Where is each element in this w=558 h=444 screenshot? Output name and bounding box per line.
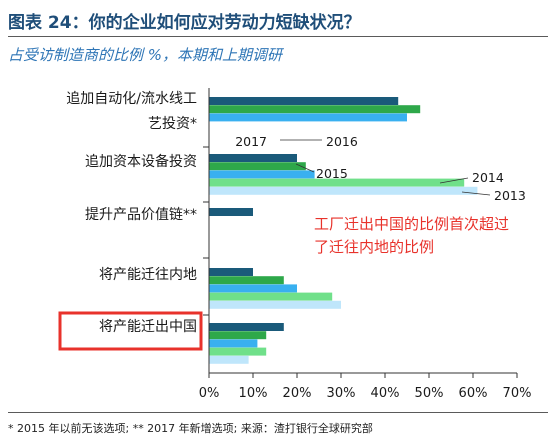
category-label-2-0: 提升产品价值链** — [85, 207, 197, 223]
category-group-3 — [209, 268, 341, 309]
series-label-2017: 2017 — [235, 134, 267, 149]
bar-2015-cat4 — [209, 339, 258, 348]
chart-title: 图表 24：你的企业如何应对劳动力短缺状况？ — [8, 13, 361, 33]
category-group-2 — [209, 208, 253, 216]
category-group-0 — [209, 97, 421, 122]
bar-2015-cat0 — [209, 113, 407, 122]
leader-line-2 — [439, 177, 469, 184]
bar-2015-cat1 — [209, 170, 315, 179]
bar-2017-cat4 — [209, 323, 284, 331]
x-tick-label-6: 60% — [459, 386, 488, 401]
leader-line-3 — [461, 191, 491, 196]
bar-2017-cat0 — [209, 97, 399, 105]
category-label-3-0: 将产能迁往内地 — [99, 267, 197, 283]
bar-2014-cat3 — [209, 292, 333, 301]
footnote: * 2015 年以前无该选项; ** 2017 年新增选项; 来源：渣打银行全球… — [8, 422, 373, 435]
category-group-1 — [209, 154, 478, 195]
title-rule — [8, 36, 548, 37]
x-tick-label-3: 30% — [327, 386, 356, 401]
annotation-line-1: 了迁往内地的比例 — [314, 238, 434, 256]
series-label-2015: 2015 — [316, 166, 348, 181]
category-label-0-0: 追加自动化/流水线工 — [66, 91, 197, 107]
series-label-2013: 2013 — [494, 188, 526, 203]
bar-2013-cat4 — [209, 355, 249, 364]
x-tick-label-1: 10% — [239, 386, 268, 401]
bar-2013-cat3 — [209, 300, 341, 309]
series-label-2016: 2016 — [326, 134, 358, 149]
x-tick-label-2: 20% — [283, 386, 312, 401]
annotation-line-0: 工厂迁出中国的比例首次超过 — [314, 215, 509, 233]
chart-subtitle: 占受访制造商的比例 %，本期和上期调研 — [8, 46, 283, 64]
category-label-4-0: 将产能迁出中国 — [99, 319, 197, 335]
category-label-0-1: 艺投资* — [148, 116, 197, 132]
footer-rule — [8, 412, 548, 413]
bar-2015-cat3 — [209, 284, 297, 293]
bar-2017-cat1 — [209, 154, 297, 162]
x-tick-label-7: 70% — [503, 386, 532, 401]
bar-2016-cat1 — [209, 162, 306, 171]
bar-2016-cat0 — [209, 105, 421, 114]
bar-2013-cat1 — [209, 186, 478, 195]
highlight-box — [58, 311, 203, 351]
category-label-1-0: 追加资本设备投资 — [85, 153, 197, 170]
x-tick-label-4: 40% — [371, 386, 400, 401]
leader-line-1 — [295, 163, 315, 173]
bar-2017-cat3 — [209, 268, 253, 276]
x-tick-label-5: 50% — [415, 386, 444, 401]
bar-2016-cat3 — [209, 276, 284, 285]
x-tick-label-0: 0% — [199, 386, 220, 401]
bar-2016-cat4 — [209, 331, 267, 340]
series-label-2014: 2014 — [472, 170, 504, 185]
bar-2014-cat4 — [209, 347, 267, 356]
category-group-4 — [209, 323, 284, 364]
bar-2017-cat2 — [209, 208, 253, 216]
bar-2014-cat1 — [209, 178, 465, 187]
